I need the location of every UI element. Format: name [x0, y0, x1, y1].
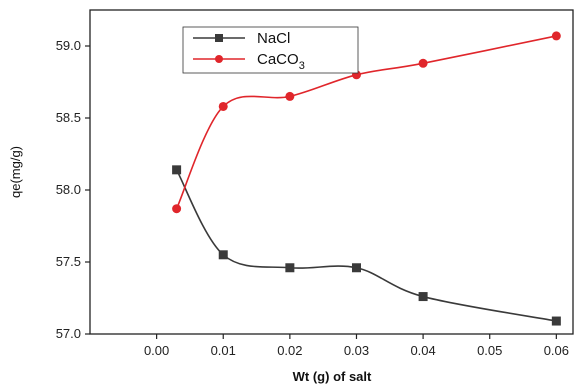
x-tick-label: 0.05: [477, 343, 502, 358]
legend-marker-nacl: [215, 34, 223, 42]
data-point-caco3: [418, 58, 428, 68]
legend-label-caco3-subscript: 3: [299, 60, 305, 72]
legend-label-nacl: NaCl: [257, 30, 290, 47]
x-axis-title: Wt (g) of salt: [293, 369, 372, 384]
legend: NaCl CaCO3: [182, 26, 359, 74]
plot-frame: [89, 9, 574, 335]
x-tick-label: 0.00: [144, 343, 169, 358]
data-point-caco3: [172, 204, 182, 214]
legend-marker-caco3: [215, 55, 223, 63]
series-line-nacl: [175, 169, 557, 322]
data-point-caco3: [218, 101, 228, 111]
data-point-caco3: [285, 91, 295, 101]
series-line-caco3: [175, 35, 557, 210]
x-axis-ticks: 0.00 0.01 0.02 0.03 0.04 0.05 0.06: [144, 334, 569, 358]
y-axis-title: qe(mg/g): [8, 146, 23, 198]
x-tick-label: 0.06: [544, 343, 569, 358]
data-point-nacl: [218, 250, 228, 260]
legend-box: [182, 26, 359, 74]
data-point-nacl: [351, 263, 361, 273]
legend-label-caco3-base: CaCO: [257, 51, 299, 68]
series-layer: [172, 31, 561, 326]
data-point-nacl: [172, 165, 182, 175]
y-axis-ticks: 57.0 57.5 58.0 58.5 59.0: [56, 38, 90, 341]
x-tick-label: 0.04: [410, 343, 435, 358]
legend-label-caco3: CaCO3: [257, 51, 305, 72]
x-tick-label: 0.03: [344, 343, 369, 358]
x-tick-label: 0.02: [277, 343, 302, 358]
data-point-nacl: [418, 292, 428, 302]
data-point-nacl: [285, 263, 295, 273]
x-tick-label: 0.01: [211, 343, 236, 358]
y-tick-label: 57.0: [56, 326, 81, 341]
y-tick-label: 57.5: [56, 254, 81, 269]
data-point-nacl: [551, 316, 561, 326]
y-tick-label: 59.0: [56, 38, 81, 53]
y-tick-label: 58.5: [56, 110, 81, 125]
y-tick-label: 58.0: [56, 182, 81, 197]
data-point-caco3: [551, 31, 561, 41]
